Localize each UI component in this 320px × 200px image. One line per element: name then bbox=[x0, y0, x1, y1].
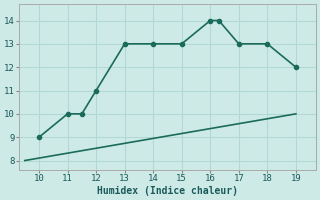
X-axis label: Humidex (Indice chaleur): Humidex (Indice chaleur) bbox=[97, 186, 238, 196]
